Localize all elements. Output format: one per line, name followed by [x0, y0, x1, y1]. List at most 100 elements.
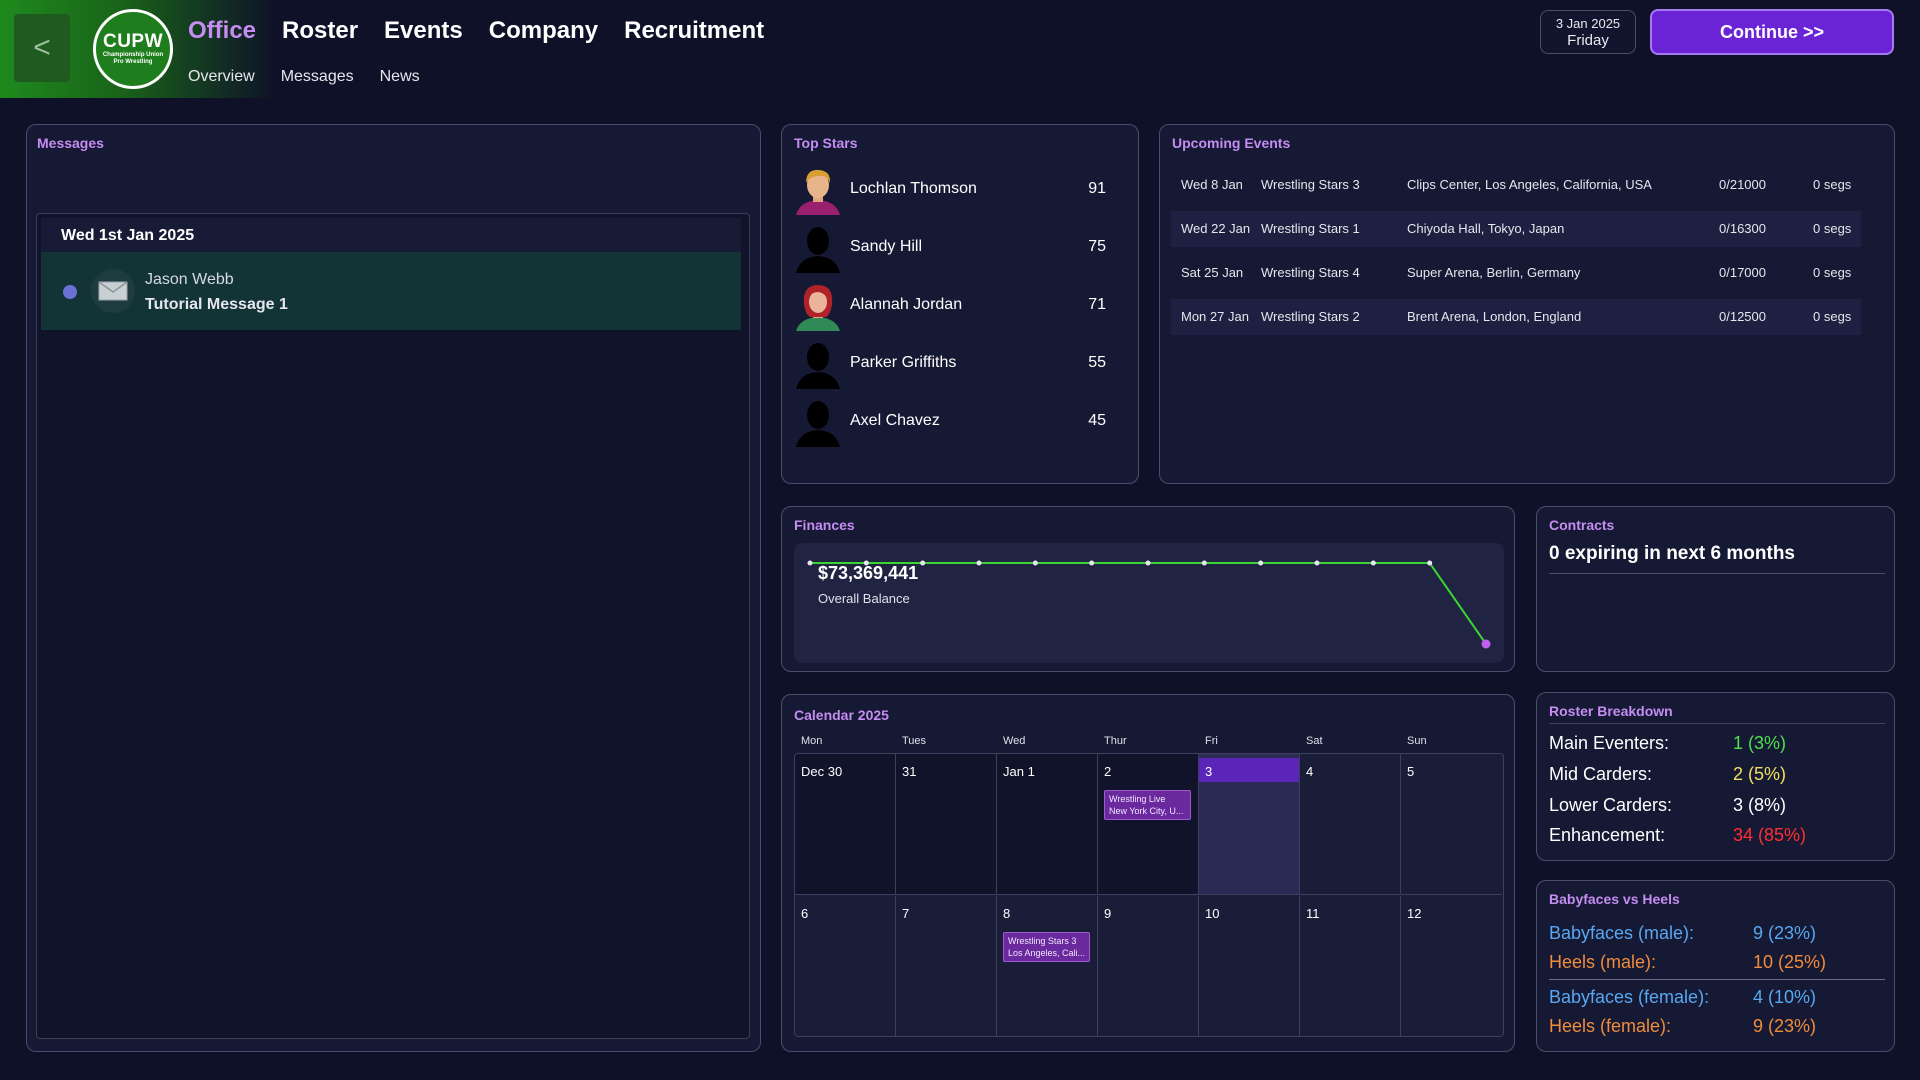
finances-chart: $73,369,441 Overall Balance [794, 543, 1504, 663]
balance-point[interactable] [1258, 560, 1264, 566]
weekday-label: Wed [1003, 735, 1026, 747]
roster-value: 3 (8%) [1733, 795, 1787, 815]
calendar-event-location: New York City, U... [1109, 806, 1184, 816]
event-row[interactable]: Wed 8 Jan Wrestling Stars 3 Clips Center… [1171, 167, 1861, 203]
event-name: Wrestling Stars 1 [1261, 221, 1360, 236]
alignment-label: Babyfaces (female): [1549, 987, 1710, 1007]
roster-value: 1 (3%) [1733, 733, 1787, 753]
event-attendance: 0/21000 [1719, 177, 1766, 192]
nav-events[interactable]: Events [384, 17, 463, 44]
calendar-day[interactable]: 9 [1098, 896, 1199, 1036]
roster-label: Main Eventers: [1549, 733, 1670, 753]
date-line-1: 3 Jan 2025 [1555, 16, 1621, 31]
calendar-event[interactable]: Wrestling Live New York City, U... [1104, 790, 1191, 820]
company-logo: CUPW Championship Union Pro Wrestling [93, 9, 173, 89]
calendar-day[interactable]: 5 [1401, 754, 1502, 895]
day-number: Jan 1 [1003, 764, 1035, 779]
nav-roster[interactable]: Roster [282, 17, 359, 44]
balance-point[interactable] [807, 560, 813, 566]
star-row[interactable]: Axel Chavez 45 [792, 395, 1122, 453]
subnav-news[interactable]: News [379, 68, 420, 85]
continue-button[interactable]: Continue >> [1650, 9, 1894, 55]
event-row[interactable]: Mon 27 Jan Wrestling Stars 2 Brent Arena… [1171, 299, 1861, 335]
silhouette-icon [792, 395, 844, 447]
subnav-overview[interactable]: Overview [188, 68, 255, 85]
day-number: 11 [1306, 906, 1320, 921]
star-score: 71 [1088, 296, 1106, 313]
alignment-row: Heels (female): 9 (23%) [1549, 1016, 1889, 1042]
star-row[interactable]: Parker Griffiths 55 [792, 337, 1122, 395]
nav-company[interactable]: Company [488, 17, 599, 44]
balance-point[interactable] [1481, 639, 1491, 649]
message-item[interactable]: Jason Webb Tutorial Message 1 [41, 252, 741, 330]
day-number: 5 [1407, 764, 1415, 779]
calendar-day[interactable]: Jan 1 [997, 754, 1098, 895]
weekday-label: Sat [1306, 735, 1323, 747]
event-name: Wrestling Stars 2 [1261, 309, 1360, 324]
star-avatar [792, 279, 844, 331]
top-bar: < CUPW Championship Union Pro Wrestling … [0, 0, 1920, 98]
divider [1549, 723, 1885, 724]
upcoming-events-title: Upcoming Events [1172, 135, 1291, 151]
balance-point[interactable] [1370, 560, 1376, 566]
star-name: Parker Griffiths [850, 354, 957, 371]
event-row[interactable]: Wed 22 Jan Wrestling Stars 1 Chiyoda Hal… [1171, 211, 1861, 247]
finances-title: Finances [794, 517, 855, 533]
balance-point[interactable] [1201, 560, 1207, 566]
logo-subtitle-1: Championship Union [102, 52, 164, 58]
balance-point[interactable] [1314, 560, 1320, 566]
balance-point[interactable] [863, 560, 869, 566]
calendar-day-today[interactable]: 3 [1199, 754, 1300, 895]
silhouette-icon [792, 221, 844, 273]
subnav-messages[interactable]: Messages [280, 68, 354, 85]
calendar-day[interactable]: 10 [1199, 896, 1300, 1036]
calendar-day[interactable]: 11 [1300, 896, 1401, 1036]
calendar-day[interactable]: 7 [896, 896, 997, 1036]
star-row[interactable]: Lochlan Thomson 91 [792, 163, 1122, 221]
calendar-event[interactable]: Wrestling Stars 3 Los Angeles, Cali... [1003, 932, 1090, 962]
star-score: 55 [1088, 354, 1106, 371]
contracts-expiring[interactable]: 0 expiring in next 6 months [1549, 543, 1885, 574]
balance-point[interactable] [1145, 560, 1151, 566]
calendar-day[interactable]: Dec 30 [795, 754, 896, 895]
roster-label: Mid Carders: [1549, 764, 1653, 784]
back-button[interactable]: < [14, 14, 70, 82]
event-segments: 0 segs [1813, 221, 1852, 236]
balance-point[interactable] [1427, 560, 1433, 566]
calendar-day[interactable]: 2 Wrestling Live New York City, U... [1098, 754, 1199, 895]
top-stars-panel: Top Stars Lochlan Thomson 91 Sandy Hill … [781, 124, 1139, 484]
calendar-day[interactable]: 12 [1401, 896, 1502, 1036]
weekday-label: Fri [1205, 735, 1218, 747]
event-segments: 0 segs [1813, 309, 1852, 324]
main-nav: Office Roster Events Company Recruitment [188, 17, 764, 45]
balance-point[interactable] [1089, 560, 1095, 566]
calendar-day[interactable]: 4 [1300, 754, 1401, 895]
calendar-day[interactable]: 8 Wrestling Stars 3 Los Angeles, Cali... [997, 896, 1098, 1036]
star-score: 75 [1088, 238, 1106, 255]
message-subject: Tutorial Message 1 [145, 296, 288, 313]
messages-panel: Messages Wed 1st Jan 2025 Jason Webb Tut… [26, 124, 761, 1052]
day-number: 8 [1003, 906, 1011, 921]
nav-recruitment[interactable]: Recruitment [624, 17, 765, 44]
roster-row-enhancement: Enhancement: 34 (85%) [1549, 825, 1889, 851]
calendar-title: Calendar 2025 [794, 707, 889, 723]
calendar-day[interactable]: 31 [896, 754, 997, 895]
contracts-panel: Contracts 0 expiring in next 6 months [1536, 506, 1895, 672]
brand-block: < CUPW Championship Union Pro Wrestling [0, 0, 276, 98]
calendar-panel: Calendar 2025 Mon Tues Wed Thur Fri Sat … [781, 694, 1515, 1052]
top-stars-title: Top Stars [794, 135, 858, 151]
alignment-label: Heels (female): [1549, 1016, 1672, 1036]
event-segments: 0 segs [1813, 265, 1852, 280]
star-row[interactable]: Alannah Jordan 71 [792, 279, 1122, 337]
star-row[interactable]: Sandy Hill 75 [792, 221, 1122, 279]
event-row[interactable]: Sat 25 Jan Wrestling Stars 4 Super Arena… [1171, 255, 1861, 291]
nav-office[interactable]: Office [188, 17, 257, 44]
calendar-day[interactable]: 6 [795, 896, 896, 1036]
roster-value: 34 (85%) [1733, 825, 1807, 845]
balance-point[interactable] [1032, 560, 1038, 566]
weekday-label: Tues [902, 735, 927, 747]
balance-point[interactable] [976, 560, 982, 566]
finance-line-chart [807, 560, 1491, 649]
balance-point[interactable] [920, 560, 926, 566]
messages-title: Messages [37, 135, 104, 151]
